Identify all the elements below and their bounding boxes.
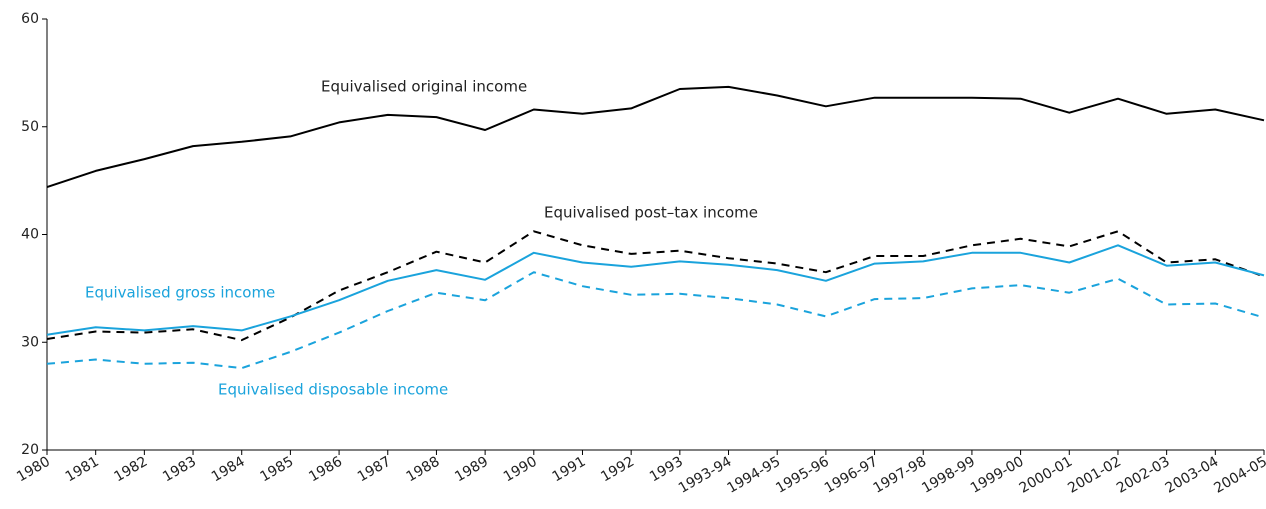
x-tick-label: 1991: [550, 454, 589, 486]
x-tick-label: 1992: [598, 454, 637, 486]
x-tick-label: 1981: [63, 454, 102, 486]
x-tick-label: 2003-04: [1163, 454, 1222, 497]
x-tick-label: 1993-94: [676, 454, 735, 497]
line-series: [46, 271, 1265, 370]
x-tick-label: 1987: [355, 454, 394, 486]
x-tick-label: 1990: [501, 454, 540, 486]
series-label: Equivalised disposable income: [218, 381, 448, 399]
line-series: [46, 244, 1265, 336]
series-label: Equivalised post–tax income: [544, 204, 758, 222]
x-tick-label: 1985: [258, 454, 297, 486]
series-label: Equivalised original income: [321, 78, 527, 96]
x-tick-label: 1989: [452, 454, 491, 486]
x-tick-label: 2001-02: [1065, 454, 1124, 497]
x-tick-label: 1995-96: [773, 454, 832, 497]
x-tick-label: 1996-97: [822, 454, 881, 497]
y-tick-label: 40: [21, 227, 39, 243]
line-series: [46, 85, 1265, 189]
x-tick-label: 1986: [306, 454, 345, 486]
x-tick-label: 1998-99: [919, 454, 978, 497]
y-tick-label: 50: [21, 119, 39, 135]
x-tick-label: 1997-98: [871, 454, 930, 497]
y-tick-label: 20: [21, 442, 39, 458]
x-tick-label: 1984: [209, 454, 248, 486]
y-tick-label: 60: [21, 11, 39, 27]
x-tick-label: 1988: [404, 454, 443, 486]
x-tick-label: 2000-01: [1017, 454, 1076, 497]
x-tick-label: 1980: [14, 454, 53, 486]
x-tick-label: 1999-00: [968, 454, 1027, 497]
y-tick-label: 30: [21, 334, 39, 350]
x-tick-label: 1983: [160, 454, 199, 486]
series-label: Equivalised gross income: [85, 284, 275, 302]
x-tick-label: 2002-03: [1114, 454, 1173, 497]
line-series: [46, 230, 1265, 342]
x-tick-label: 2004-05: [1211, 454, 1266, 497]
x-tick-label: 1994-95: [725, 454, 784, 497]
x-tick-label: 1982: [111, 454, 150, 486]
